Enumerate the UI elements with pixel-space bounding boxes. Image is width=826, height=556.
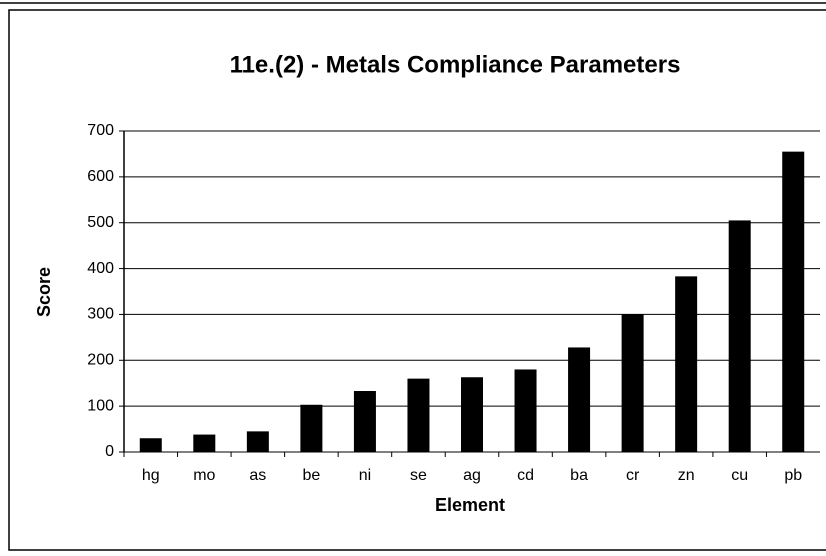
y-tick-label: 0	[105, 443, 114, 460]
bar	[621, 314, 644, 452]
x-tick-label: mo	[193, 467, 215, 484]
y-tick-label: 600	[87, 168, 114, 185]
x-tick-label: se	[410, 467, 427, 484]
bar	[407, 378, 430, 452]
y-tick-label: 300	[87, 306, 114, 323]
x-tick-label: ba	[570, 467, 588, 484]
y-tick-label: 100	[87, 397, 114, 414]
bar	[675, 276, 698, 452]
x-tick-label: cr	[626, 467, 640, 484]
chart-title: 11e.(2) - Metals Compliance Parameters	[230, 51, 681, 78]
bar	[514, 369, 537, 452]
y-tick-label: 200	[87, 352, 114, 369]
x-tick-label: ni	[359, 467, 371, 484]
x-tick-label: be	[302, 467, 320, 484]
bar	[353, 391, 376, 452]
x-tick-label: ag	[463, 467, 481, 484]
bar	[139, 438, 162, 452]
y-tick-label: 500	[87, 214, 114, 231]
x-axis-label: Element	[435, 495, 505, 515]
bar	[193, 434, 216, 452]
bar	[568, 347, 591, 452]
y-tick-label: 700	[87, 122, 114, 139]
bar	[246, 431, 269, 452]
y-axis-label: Score	[34, 267, 54, 317]
bar	[461, 377, 483, 452]
x-tick-label: cd	[517, 467, 534, 484]
x-tick-label: cu	[731, 467, 748, 484]
x-tick-label: pb	[784, 467, 802, 484]
bar	[300, 404, 323, 452]
bar	[728, 220, 751, 452]
x-tick-label: as	[249, 467, 266, 484]
x-tick-label: zn	[678, 467, 695, 484]
x-tick-label: hg	[142, 467, 160, 484]
bar	[782, 151, 805, 452]
y-tick-label: 400	[87, 260, 114, 277]
chart-frame	[8, 9, 826, 551]
